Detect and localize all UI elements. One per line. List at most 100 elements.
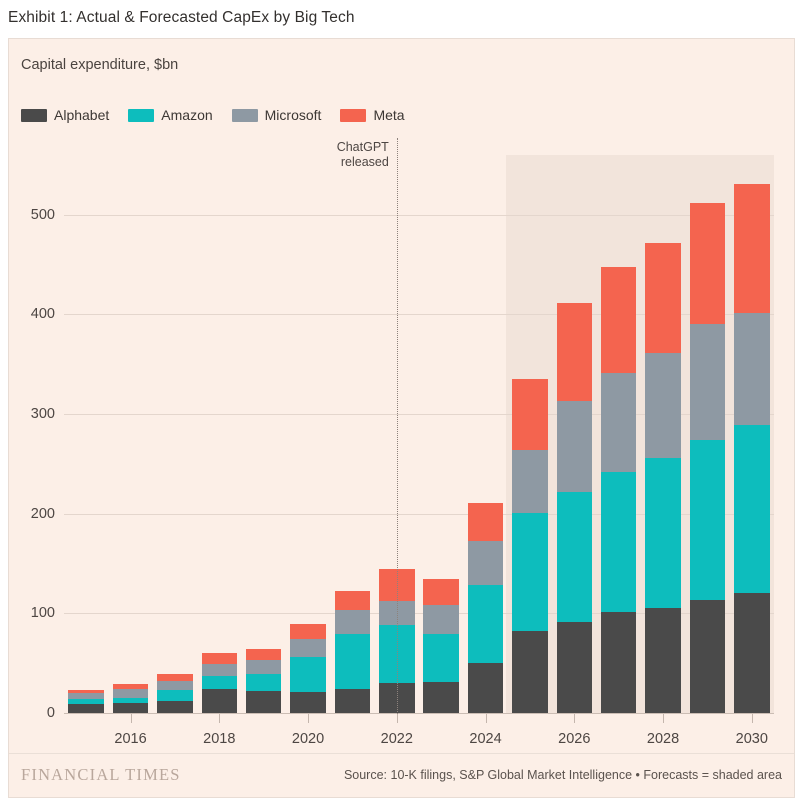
gridline: 100 — [31, 605, 774, 621]
bar-segment-amazon[interactable] — [689, 439, 726, 601]
bar-2018[interactable] — [201, 653, 238, 714]
bar-segment-alphabet[interactable] — [467, 663, 504, 714]
bar-segment-amazon[interactable] — [512, 512, 548, 632]
forecast-shaded-region — [506, 155, 774, 714]
bar-segment-alphabet[interactable] — [734, 593, 770, 714]
bar-segment-microsoft[interactable] — [201, 664, 238, 677]
bar-segment-alphabet[interactable] — [157, 701, 193, 714]
bar-segment-microsoft[interactable] — [556, 401, 593, 492]
bar-segment-meta[interactable] — [423, 578, 459, 606]
chart-subtitle: Capital expenditure, $bn — [21, 57, 179, 73]
bar-segment-alphabet[interactable] — [245, 691, 282, 714]
bar-segment-alphabet[interactable] — [68, 704, 104, 714]
bar-segment-amazon[interactable] — [245, 674, 282, 692]
bar-segment-meta[interactable] — [734, 183, 770, 314]
legend-label: Microsoft — [264, 107, 322, 123]
bar-segment-microsoft[interactable] — [334, 610, 371, 635]
source-note: Source: 10-K filings, S&P Global Market … — [343, 768, 782, 782]
bar-segment-amazon[interactable] — [423, 634, 459, 683]
bar-segment-meta[interactable] — [201, 653, 238, 665]
bar-2025[interactable] — [512, 379, 548, 714]
legend-swatch-icon — [128, 108, 155, 122]
x-axis-tick — [574, 714, 576, 723]
bar-segment-alphabet[interactable] — [556, 622, 593, 714]
bar-segment-amazon[interactable] — [334, 634, 371, 690]
x-axis-tick — [308, 714, 310, 723]
x-axis-tick — [219, 714, 221, 723]
chart-card: Capital expenditure, $bn Alphabet Amazon M… — [8, 38, 795, 798]
bar-2029[interactable] — [689, 202, 726, 714]
bar-segment-microsoft[interactable] — [423, 605, 459, 635]
bar-segment-alphabet[interactable] — [334, 689, 371, 714]
bar-segment-meta[interactable] — [467, 502, 504, 541]
bar-segment-amazon[interactable] — [467, 585, 504, 664]
chatgpt-annotation-line — [396, 138, 398, 714]
bar-segment-meta[interactable] — [334, 591, 371, 611]
chart-footer: FINANCIAL TIMES Source: 10-K filings, S&… — [9, 753, 794, 797]
bar-segment-amazon[interactable] — [157, 690, 193, 702]
bar-segment-alphabet[interactable] — [423, 682, 459, 714]
bar-segment-microsoft[interactable] — [512, 449, 548, 513]
bar-2030[interactable] — [734, 183, 770, 714]
bar-segment-meta[interactable] — [157, 674, 193, 682]
bar-segment-amazon[interactable] — [556, 491, 593, 623]
chart-legend: Alphabet Amazon Microsoft Meta — [21, 107, 424, 123]
bar-segment-microsoft[interactable] — [68, 693, 104, 700]
chart-plot: 0 100 200 300 400 500 2016 2018 2020 2022 2024 202… — [9, 39, 796, 799]
bar-segment-meta[interactable] — [689, 202, 726, 325]
x-axis-tick — [130, 714, 132, 723]
bar-2028[interactable] — [645, 242, 681, 714]
bar-segment-microsoft[interactable] — [290, 639, 326, 658]
bar-segment-alphabet[interactable] — [201, 689, 238, 714]
bar-segment-amazon[interactable] — [600, 471, 637, 613]
legend-item-alphabet[interactable]: Alphabet — [21, 107, 109, 123]
bar-2020[interactable] — [290, 624, 326, 714]
bar-segment-alphabet[interactable] — [645, 608, 681, 714]
bar-segment-microsoft[interactable] — [645, 353, 681, 458]
bar-segment-microsoft[interactable] — [689, 324, 726, 440]
bar-2015[interactable] — [68, 690, 104, 714]
bar-segment-microsoft[interactable] — [467, 540, 504, 586]
bar-2017[interactable] — [157, 674, 193, 714]
x-axis-tick-label: 2030 — [735, 731, 768, 747]
bar-segment-meta[interactable] — [245, 649, 282, 661]
bar-segment-alphabet[interactable] — [689, 600, 726, 714]
bar-segment-meta[interactable] — [600, 266, 637, 374]
bar-segment-meta[interactable] — [290, 624, 326, 640]
bar-segment-meta[interactable] — [556, 303, 593, 402]
bar-segment-amazon[interactable] — [201, 676, 238, 690]
legend-item-amazon[interactable]: Amazon — [128, 107, 213, 123]
bar-2019[interactable] — [245, 649, 282, 714]
bar-segment-alphabet[interactable] — [600, 612, 637, 714]
legend-item-meta[interactable]: Meta — [340, 107, 405, 123]
bar-segment-amazon[interactable] — [68, 699, 104, 705]
bar-segment-amazon[interactable] — [290, 657, 326, 693]
bar-segment-meta[interactable] — [645, 242, 681, 354]
x-axis-tick-label: 2020 — [291, 731, 325, 747]
bar-segment-microsoft[interactable] — [112, 689, 149, 699]
bar-segment-amazon[interactable] — [645, 457, 681, 609]
bar-segment-amazon[interactable] — [112, 698, 149, 704]
bar-segment-alphabet[interactable] — [290, 692, 326, 714]
bar-segment-microsoft[interactable] — [157, 681, 193, 691]
y-axis-tick-label: 100 — [30, 605, 55, 622]
bar-segment-alphabet[interactable] — [112, 703, 149, 714]
x-axis-tick-label: 2022 — [380, 731, 413, 747]
bar-2021[interactable] — [334, 591, 371, 714]
bar-2016[interactable] — [112, 684, 149, 714]
bar-2027[interactable] — [600, 266, 637, 714]
bar-segment-microsoft[interactable] — [734, 313, 770, 426]
gridline: 500 — [31, 207, 774, 223]
bar-segment-alphabet[interactable] — [512, 631, 548, 714]
bar-segment-meta[interactable] — [68, 690, 104, 694]
bar-2023[interactable] — [423, 578, 459, 714]
bar-segment-meta[interactable] — [112, 684, 149, 690]
bar-segment-microsoft[interactable] — [245, 660, 282, 675]
y-axis-tick-label: 300 — [30, 406, 55, 423]
bar-segment-microsoft[interactable] — [600, 373, 637, 472]
bar-segment-amazon[interactable] — [734, 425, 770, 594]
bar-2026[interactable] — [556, 303, 593, 714]
legend-item-microsoft[interactable]: Microsoft — [231, 107, 322, 123]
bar-segment-meta[interactable] — [512, 379, 548, 450]
bar-2024[interactable] — [467, 502, 504, 714]
